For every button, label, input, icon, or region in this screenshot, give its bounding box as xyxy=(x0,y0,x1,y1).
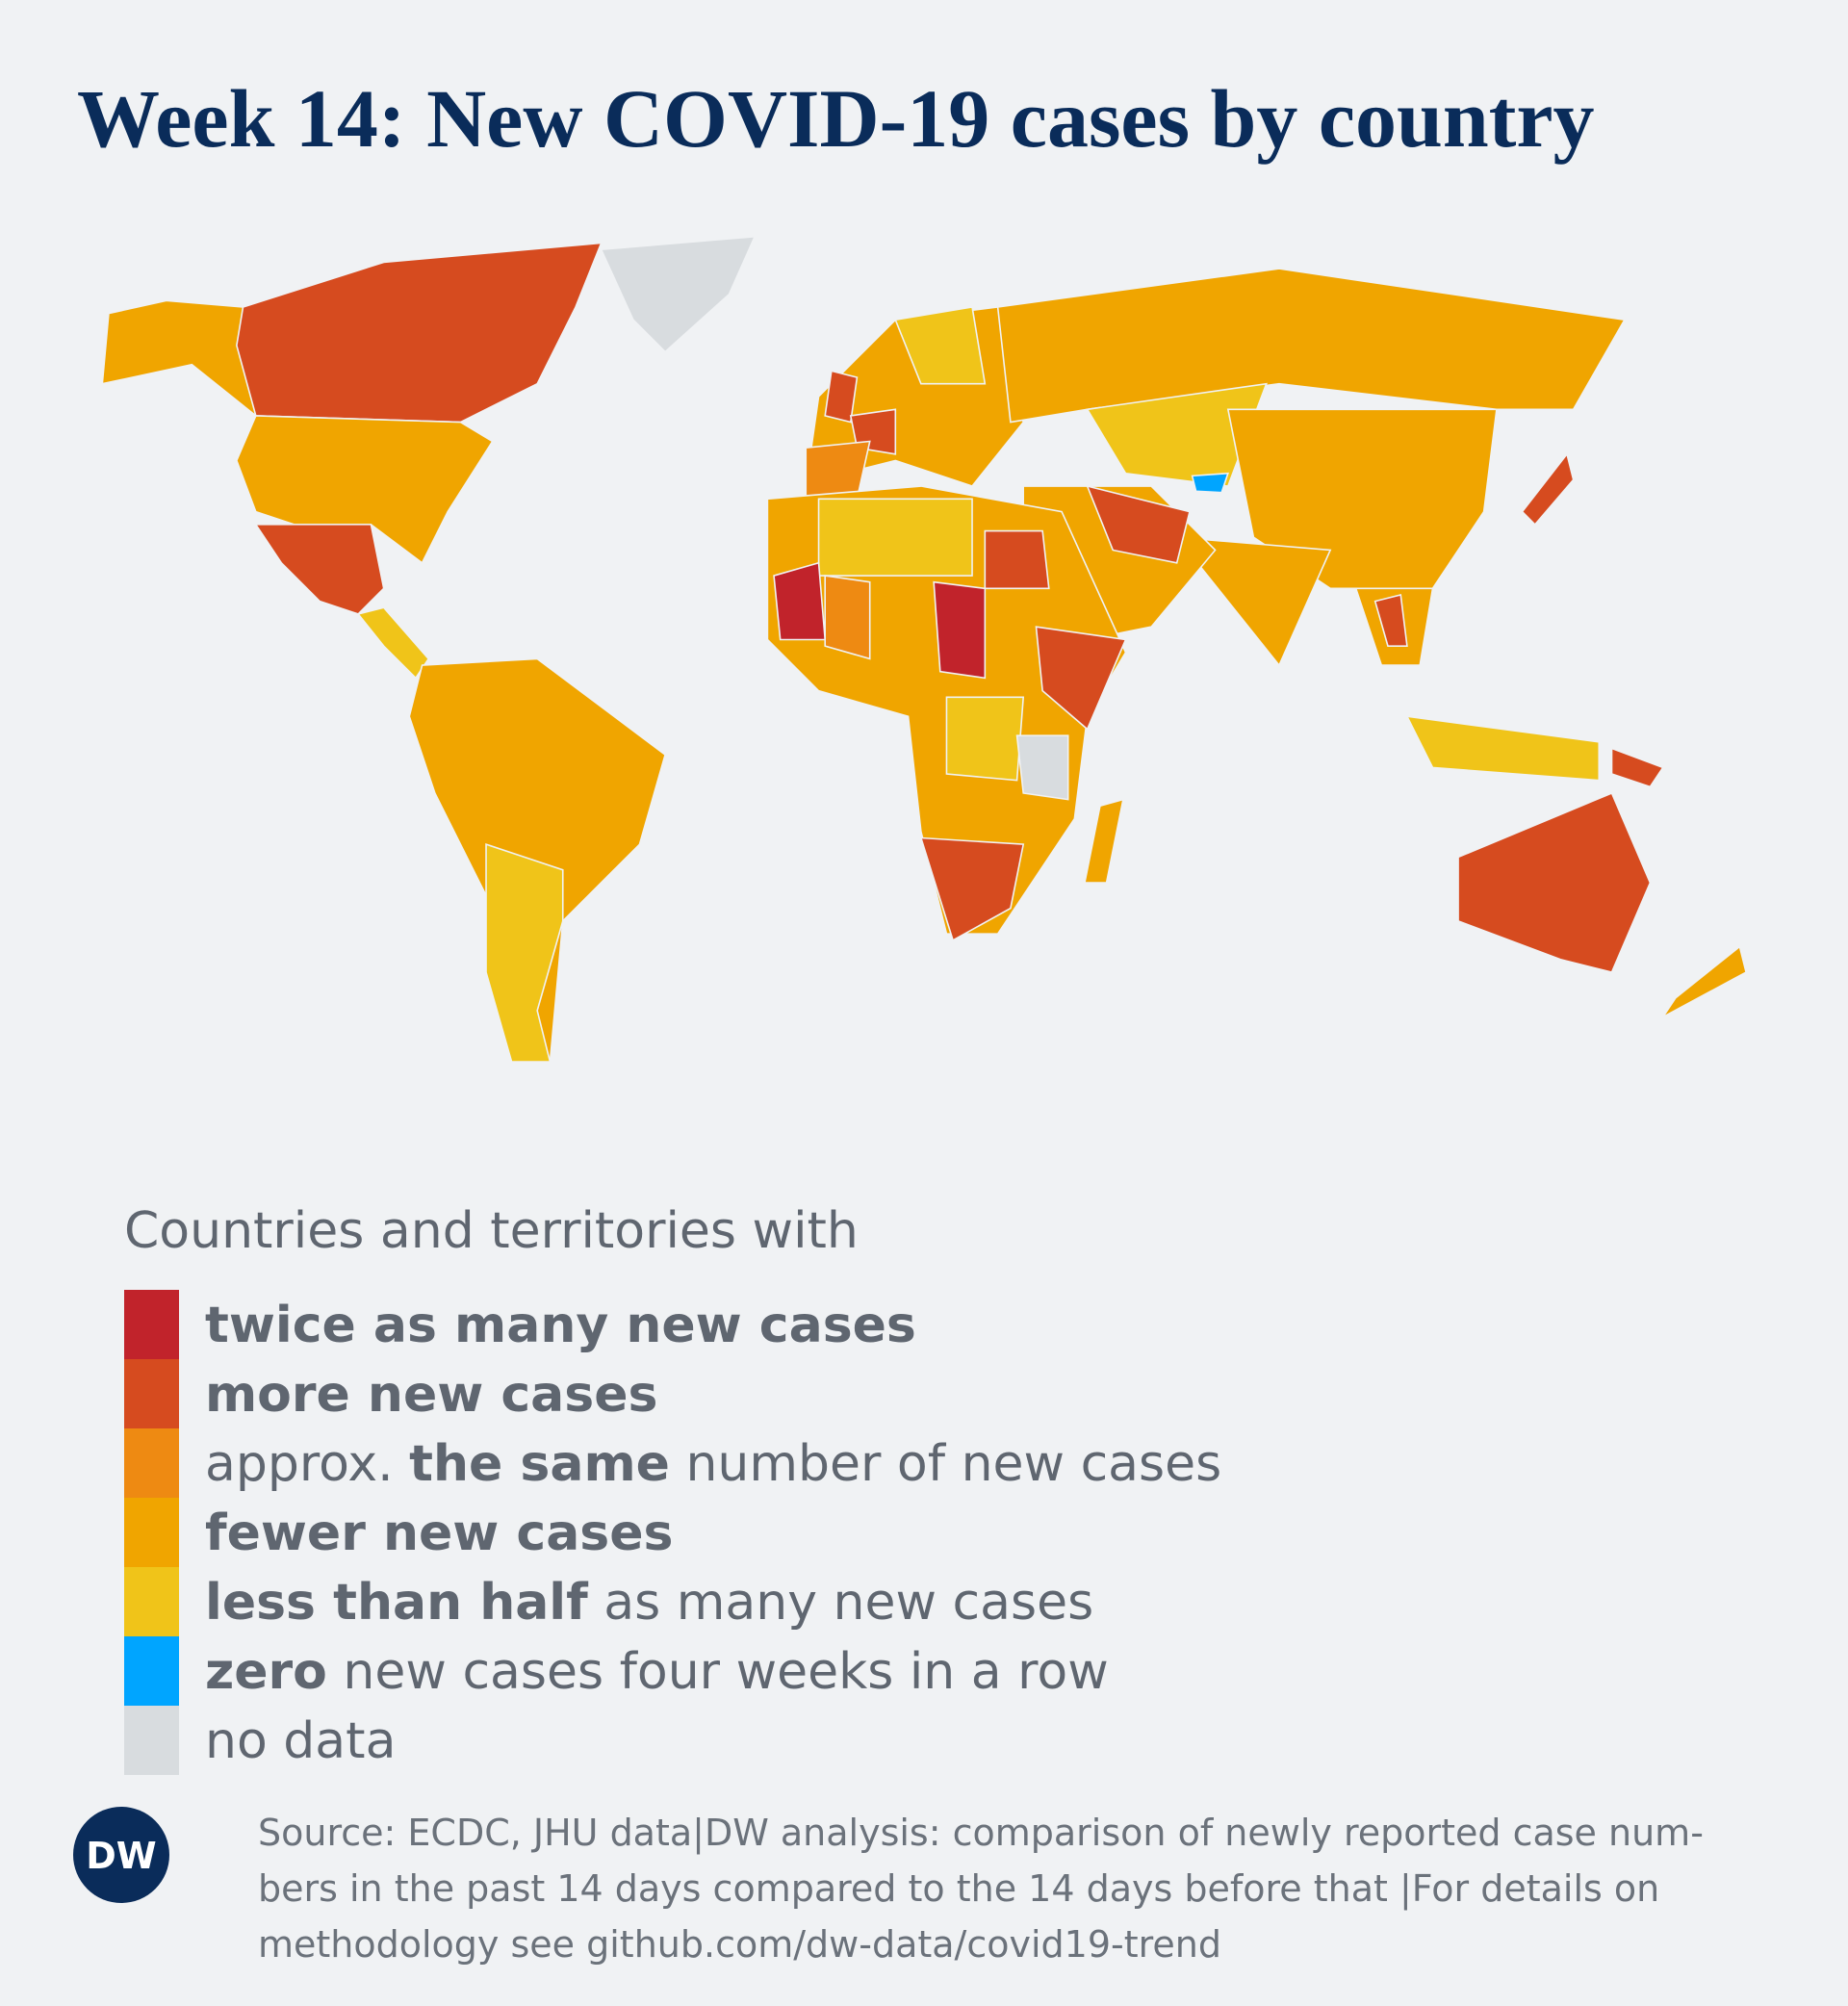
australia xyxy=(1457,791,1652,973)
central-africa xyxy=(945,696,1025,782)
legend-text: as many new cases xyxy=(588,1574,1093,1632)
world-map xyxy=(101,235,1748,1063)
legend-swatch xyxy=(124,1636,179,1706)
source-line: methodology see github.com/dw-data/covid… xyxy=(258,1923,1221,1966)
tanzania xyxy=(1015,734,1069,801)
legend-swatch xyxy=(124,1498,179,1567)
iran xyxy=(1086,484,1191,564)
source-line: bers in the past 14 days compared to the… xyxy=(258,1867,1659,1911)
legend-swatch xyxy=(124,1290,179,1359)
central-asia xyxy=(1086,382,1268,487)
canada xyxy=(236,242,603,424)
legend-text: approx. xyxy=(205,1435,409,1493)
legend: twice as many new cases more new cases app… xyxy=(124,1290,1221,1775)
southern-africa xyxy=(919,836,1025,941)
scandinavia xyxy=(894,306,987,385)
chad xyxy=(933,580,987,680)
legend-label: approx. the same number of new cases xyxy=(205,1435,1221,1493)
legend-label: more new cases xyxy=(205,1366,657,1424)
legend-text: fewer new cases xyxy=(205,1504,673,1562)
legend-label: twice as many new cases xyxy=(205,1297,916,1354)
madagascar xyxy=(1084,798,1124,884)
usa xyxy=(236,415,494,564)
new-zealand xyxy=(1662,945,1748,1018)
legend-swatch xyxy=(124,1359,179,1428)
uk xyxy=(824,370,859,424)
greenland xyxy=(600,235,757,353)
logo-circle xyxy=(73,1807,169,1903)
north-africa xyxy=(817,498,973,577)
mali xyxy=(824,575,871,660)
legend-text: no data xyxy=(205,1712,396,1770)
legend-text: more new cases xyxy=(205,1366,657,1424)
horn-of-africa xyxy=(1035,626,1127,731)
legend-text: new cases four weeks in a row xyxy=(327,1643,1109,1701)
legend-text: zero xyxy=(205,1643,327,1701)
legend-swatch xyxy=(124,1706,179,1775)
japan xyxy=(1521,452,1575,527)
legend-heading: Countries and territories with xyxy=(124,1202,859,1260)
legend-label: no data xyxy=(205,1712,396,1770)
legend-text: the same xyxy=(409,1435,670,1493)
india xyxy=(1174,536,1332,667)
mauritania xyxy=(773,561,827,641)
legend-swatch xyxy=(124,1428,179,1498)
legend-text: number of new cases xyxy=(670,1435,1221,1493)
tajikistan xyxy=(1191,472,1229,494)
logo: DW xyxy=(86,1835,156,1877)
thailand xyxy=(1373,593,1408,647)
argentina-chile xyxy=(485,843,564,1063)
legend-label: zero new cases four weeks in a row xyxy=(205,1643,1109,1701)
papua-new-guinea xyxy=(1610,747,1664,788)
title: Week 14: New COVID-19 cases by country xyxy=(77,72,1595,165)
legend-label: fewer new cases xyxy=(205,1504,673,1562)
egypt xyxy=(984,529,1050,590)
legend-text: twice as many new cases xyxy=(205,1297,916,1354)
source-line: Source: ECDC, JHU data|DW analysis: comp… xyxy=(258,1812,1704,1855)
legend-swatch xyxy=(124,1567,179,1636)
legend-label: less than half as many new cases xyxy=(205,1574,1093,1632)
source: Source: ECDC, JHU data|DW analysis: comp… xyxy=(258,1812,1704,1966)
legend-text: less than half xyxy=(205,1574,589,1632)
indonesia xyxy=(1405,715,1601,782)
